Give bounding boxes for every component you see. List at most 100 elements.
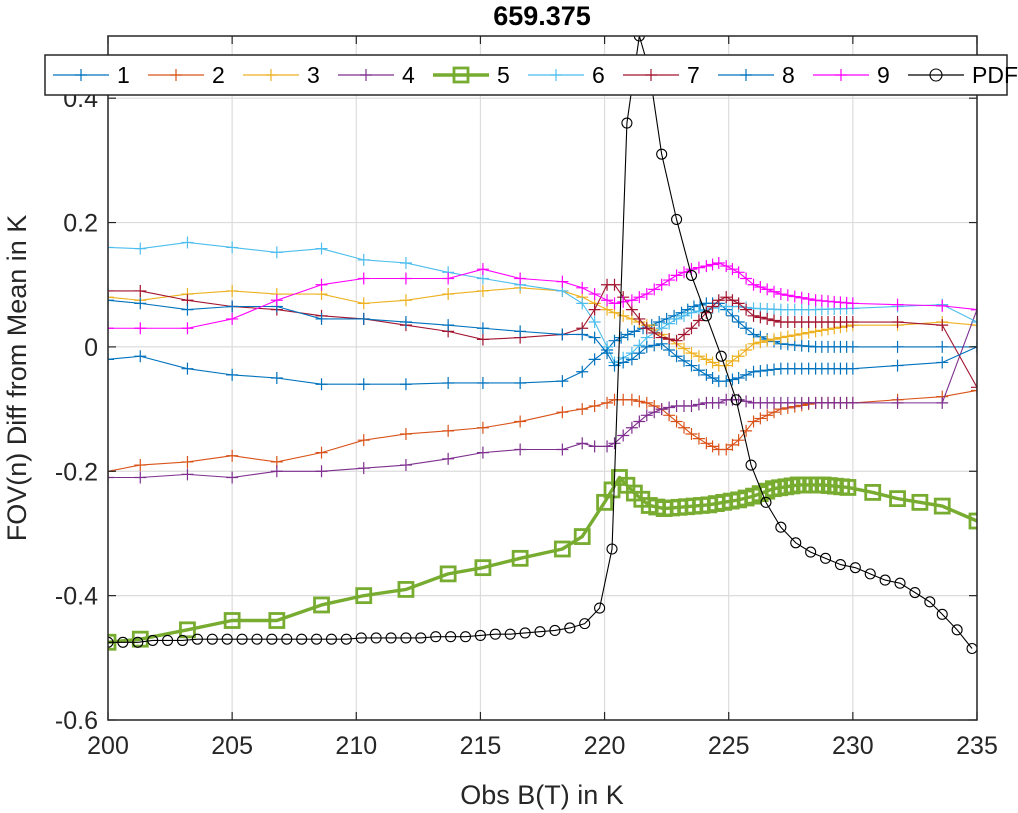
data-point	[442, 424, 455, 437]
data-point	[678, 399, 691, 412]
data-point	[692, 432, 705, 445]
data-point	[181, 468, 194, 481]
y-tick-label: -0.4	[55, 583, 98, 611]
data-point	[788, 329, 801, 342]
data-point	[633, 415, 646, 428]
data-point	[628, 325, 641, 338]
data-point	[648, 283, 661, 296]
legend-entry-7: 7	[623, 62, 700, 88]
data-point	[476, 284, 489, 297]
data-point	[726, 438, 739, 451]
data-point	[802, 326, 815, 339]
series-4	[108, 303, 977, 484]
data-point	[747, 337, 760, 350]
data-point	[775, 521, 787, 533]
data-point	[608, 437, 621, 450]
legend-entry-1: 1	[53, 62, 130, 88]
data-point	[663, 333, 676, 346]
data-point	[162, 634, 174, 646]
data-point	[720, 291, 733, 304]
data-point	[476, 333, 489, 346]
data-point	[147, 634, 159, 646]
data-point	[889, 490, 906, 508]
data-point	[588, 331, 601, 344]
data-point	[633, 36, 645, 42]
data-point	[181, 236, 194, 249]
data-point	[968, 512, 977, 530]
data-point	[452, 66, 470, 84]
legend: 1 2 3 4 5 6 7 8 9 PDF	[44, 54, 1018, 96]
legend-label: 4	[402, 62, 415, 88]
data-point	[840, 396, 853, 409]
data-point	[625, 421, 638, 434]
data-point	[108, 636, 114, 648]
data-point	[933, 497, 951, 515]
data-point	[700, 368, 713, 381]
data-point	[476, 446, 489, 459]
data-point	[315, 312, 328, 325]
data-point	[606, 543, 618, 555]
data-point	[936, 356, 949, 369]
data-point	[615, 331, 628, 344]
data-point	[833, 478, 851, 496]
data-point	[663, 344, 676, 357]
data-point	[474, 629, 486, 641]
plot-area	[108, 36, 977, 720]
data-point	[399, 459, 412, 472]
data-point	[296, 633, 308, 645]
data-point	[633, 395, 646, 408]
data-point	[747, 415, 760, 428]
data-point	[357, 434, 370, 447]
data-point	[754, 311, 767, 324]
data-point	[732, 372, 745, 384]
data-point	[740, 69, 752, 81]
data-point	[514, 272, 527, 285]
data-point	[732, 434, 745, 447]
data-point	[808, 476, 826, 494]
legend-label: 3	[307, 62, 320, 88]
data-point	[553, 540, 571, 558]
data-point	[357, 378, 370, 391]
data-point	[685, 263, 698, 276]
data-point	[226, 449, 239, 462]
series-group	[108, 36, 977, 655]
legend-entry-4: 4	[338, 62, 415, 88]
data-point	[442, 319, 455, 332]
data-point	[747, 365, 760, 378]
data-point	[633, 291, 646, 304]
data-point	[924, 596, 936, 608]
legend-label: 5	[497, 62, 510, 88]
data-point	[726, 294, 739, 307]
x-tick-label: 235	[956, 732, 998, 760]
data-point	[685, 359, 698, 372]
data-point	[754, 336, 767, 349]
data-point	[588, 288, 601, 301]
data-point	[726, 354, 739, 367]
data-point	[134, 242, 147, 255]
legend-label: 9	[877, 62, 890, 88]
data-point	[281, 633, 293, 645]
data-point	[340, 633, 352, 645]
data-point	[678, 421, 691, 434]
data-point	[270, 372, 283, 384]
data-point	[640, 322, 653, 335]
data-point	[266, 633, 278, 645]
data-point	[270, 294, 283, 307]
x-tick-label: 205	[211, 732, 253, 760]
data-point	[556, 328, 569, 341]
x-tick-label: 230	[832, 732, 874, 760]
data-point	[400, 632, 412, 644]
data-point	[601, 347, 614, 360]
data-point	[442, 376, 455, 389]
data-point	[640, 396, 653, 409]
data-point	[268, 612, 286, 629]
data-point	[706, 396, 719, 409]
data-point	[754, 365, 767, 378]
data-point	[181, 303, 194, 316]
data-point	[430, 631, 442, 643]
series-PDF	[108, 36, 977, 655]
series-9	[108, 256, 977, 335]
data-point	[360, 69, 372, 81]
data-point	[514, 443, 527, 456]
data-point	[840, 362, 853, 375]
